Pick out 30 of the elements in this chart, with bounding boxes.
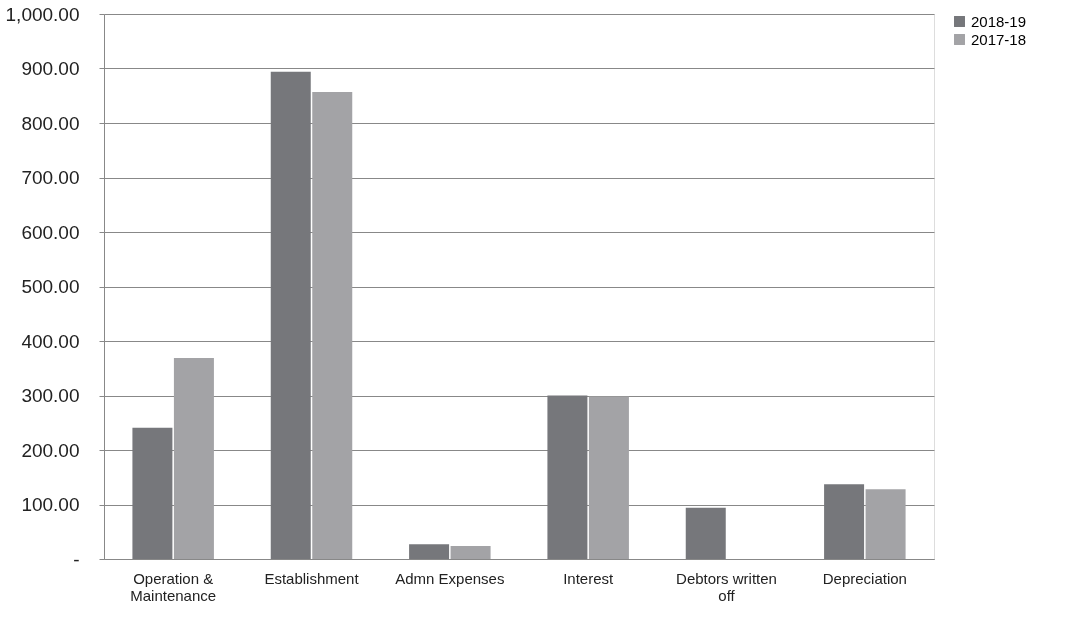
- x-tick-label: Depreciation: [822, 569, 907, 587]
- bar: [588, 396, 629, 559]
- bar: [685, 507, 726, 559]
- y-tick-label: 100.00: [21, 494, 80, 515]
- x-tick-label: Debtors written off: [676, 569, 777, 604]
- bar: [173, 357, 214, 559]
- legend-label: 2018-19: [971, 12, 1027, 30]
- y-tick-label: 900.00: [21, 58, 80, 79]
- bar: [270, 71, 311, 559]
- bar: [312, 91, 353, 559]
- y-tick-label: 700.00: [21, 167, 80, 188]
- legend-label: 2017-18: [971, 30, 1027, 48]
- y-tick-label: -: [73, 548, 80, 570]
- y-tick-label: 1,000.00: [5, 3, 80, 25]
- x-tick-label: Establishment: [264, 569, 360, 587]
- x-tick-label: Operation & Maintenance: [130, 569, 217, 604]
- x-tick-label: Interest: [563, 569, 615, 587]
- y-tick-label: 200.00: [21, 439, 80, 461]
- y-tick-label: 600.00: [21, 221, 80, 243]
- x-tick-label: Admn Expenses: [395, 569, 505, 587]
- bar: [824, 484, 865, 559]
- y-tick-label: 500.00: [21, 276, 80, 297]
- bar: [547, 395, 588, 559]
- y-tick-label: 800.00: [21, 112, 80, 134]
- y-tick-label: 400.00: [21, 330, 80, 352]
- bar: [865, 489, 906, 559]
- bar: [409, 544, 450, 559]
- bar: [450, 545, 491, 559]
- y-tick-label: 300.00: [21, 385, 80, 406]
- bar: [132, 427, 173, 559]
